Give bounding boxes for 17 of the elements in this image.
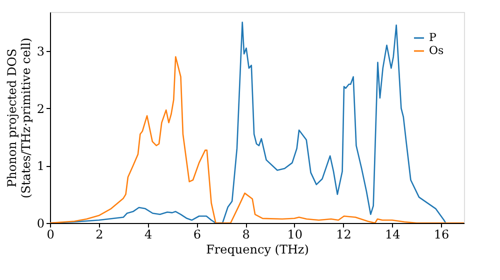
- x-tick-label: 16: [434, 228, 450, 242]
- x-tick-label: 12: [336, 228, 352, 242]
- x-tick-label: 14: [385, 228, 401, 242]
- x-tick-label: 8: [242, 228, 250, 242]
- y-tick-label: 3: [36, 44, 44, 58]
- x-tick-label: 6: [193, 228, 201, 242]
- legend-label: Os: [429, 44, 444, 57]
- y-tick-label: 1: [36, 159, 44, 174]
- x-tick-label: 4: [144, 228, 152, 242]
- x-tick-label: 0: [46, 228, 54, 242]
- y-tick-label: 2: [36, 102, 44, 116]
- x-axis-title: Frequency (THz): [206, 242, 309, 256]
- x-tick-label: 10: [287, 228, 303, 242]
- y-tick-label: 0: [36, 216, 44, 230]
- legend-label: P: [429, 31, 437, 44]
- x-tick-label: 2: [96, 228, 104, 242]
- y-axis-title: Phonon projected DOS (States/THz·primitive cell): [4, 38, 33, 198]
